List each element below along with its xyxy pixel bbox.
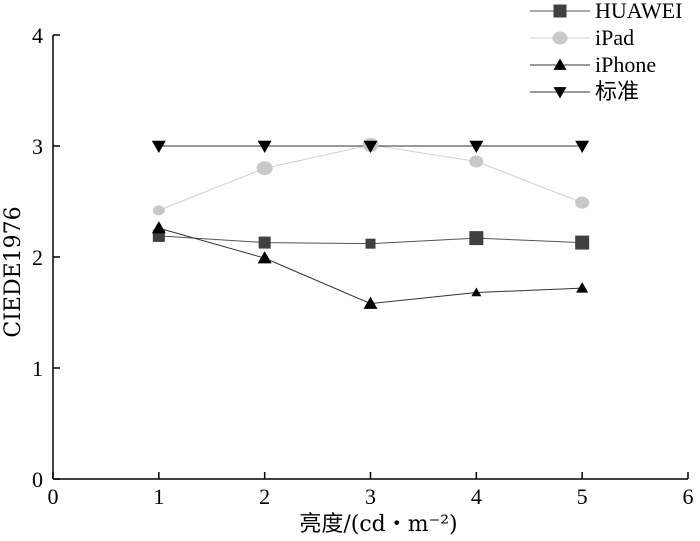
data-point <box>257 251 272 264</box>
legend-marker <box>553 4 567 18</box>
legend-marker <box>553 58 567 70</box>
x-tick-label: 4 <box>471 484 482 509</box>
series-markers <box>151 137 590 309</box>
data-point <box>151 221 166 234</box>
x-tick-label: 2 <box>259 484 270 509</box>
data-point <box>257 140 272 153</box>
legend-label: HUAWEI <box>595 0 682 23</box>
data-point <box>469 231 484 246</box>
axes: 0 1 2 3 4 5 6 0 1 2 3 4 <box>32 23 694 509</box>
data-point <box>151 140 166 153</box>
data-point <box>365 238 376 249</box>
y-tick-label: 2 <box>32 245 43 270</box>
data-point <box>469 140 484 153</box>
legend-label: 标准 <box>595 79 639 104</box>
data-point <box>363 140 378 153</box>
data-point <box>575 140 590 153</box>
legend-label: iPad <box>595 25 634 50</box>
legend-label: iPhone <box>595 52 656 77</box>
legend-marker <box>553 87 567 99</box>
data-point <box>363 296 378 309</box>
data-point <box>256 161 273 176</box>
legend-marker <box>552 31 568 45</box>
data-point <box>575 235 590 250</box>
data-point <box>576 282 589 293</box>
y-axis-title: CIEDE1976 <box>1 206 26 337</box>
y-tick-label: 3 <box>32 134 43 159</box>
x-tick-label: 6 <box>683 484 694 509</box>
series-line <box>158 144 583 211</box>
data-point <box>469 155 484 168</box>
x-axis-title: 亮度/(cd・m⁻²) <box>299 512 457 537</box>
series-lines <box>158 144 583 305</box>
x-tick-label: 5 <box>577 484 588 509</box>
x-tick-label: 3 <box>365 484 376 509</box>
data-point <box>152 205 165 216</box>
x-tick-label: 0 <box>48 484 59 509</box>
data-point <box>258 236 271 249</box>
y-tick-label: 1 <box>32 356 43 381</box>
data-point <box>575 196 590 209</box>
y-tick-label: 4 <box>32 23 43 48</box>
data-point <box>471 287 482 297</box>
y-tick-label: 0 <box>32 467 43 492</box>
x-tick-label: 1 <box>153 484 164 509</box>
